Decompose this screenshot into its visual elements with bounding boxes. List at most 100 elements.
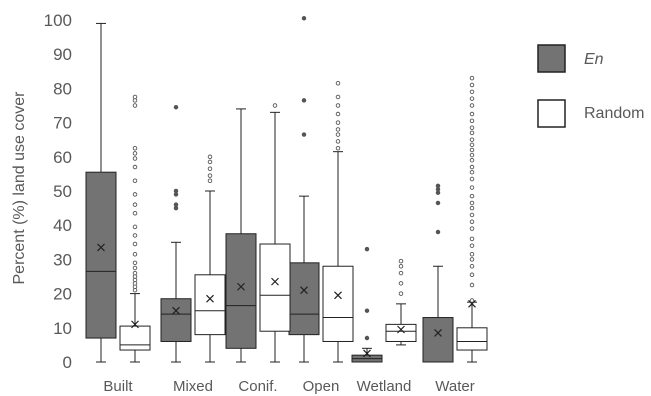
y-tick-label: 10 xyxy=(53,319,72,338)
box-series xyxy=(85,16,488,363)
mean-marker xyxy=(434,329,442,337)
outlier-point xyxy=(335,81,341,86)
outlier-point xyxy=(207,154,213,160)
outlier-point xyxy=(364,246,370,252)
outlier-point xyxy=(469,219,475,225)
outlier-point xyxy=(335,139,341,144)
outlier-point xyxy=(469,226,475,231)
outlier-point xyxy=(364,308,370,313)
mean-marker xyxy=(131,320,139,329)
outlier-point xyxy=(301,16,307,21)
legend-swatch-en xyxy=(537,44,566,73)
box-en-mixed xyxy=(160,104,192,363)
outlier-point xyxy=(469,243,475,248)
outlier-point xyxy=(335,145,341,151)
y-tick-label: 80 xyxy=(53,79,72,98)
x-tick-label: Wetland xyxy=(357,378,412,395)
outlier-point xyxy=(469,147,475,153)
outlier-point xyxy=(398,258,404,264)
box-random-built xyxy=(119,94,151,363)
outlier-point xyxy=(335,111,341,117)
y-tick-label: 40 xyxy=(53,216,72,235)
outlier-point xyxy=(335,127,341,132)
outlier-point xyxy=(132,202,138,207)
outlier-point xyxy=(469,75,475,81)
outlier-point xyxy=(435,229,441,235)
outlier-point xyxy=(469,298,475,303)
mean-marker xyxy=(237,282,245,291)
box-random-mixed xyxy=(194,154,226,363)
outlier-point xyxy=(207,173,213,178)
outlier-point xyxy=(173,188,179,194)
box-random-water xyxy=(456,75,488,363)
y-tick-label: 90 xyxy=(53,45,72,64)
mean-marker xyxy=(363,349,371,358)
outlier-point xyxy=(469,205,475,211)
iqr-box xyxy=(194,274,226,336)
iqr-box xyxy=(259,243,291,332)
outlier-point xyxy=(132,260,138,266)
outlier-point xyxy=(132,241,138,247)
box-en-open xyxy=(288,16,320,363)
iqr-box xyxy=(456,327,488,351)
mean-marker xyxy=(468,299,476,308)
iqr-box xyxy=(288,262,320,336)
outlier-point xyxy=(132,145,138,151)
outlier-point xyxy=(469,193,475,199)
outlier-point xyxy=(207,159,213,165)
outlier-point xyxy=(301,98,307,103)
x-tick-label: Conif. xyxy=(238,378,277,395)
iqr-box xyxy=(119,325,151,351)
outlier-point xyxy=(435,183,441,189)
iqr-box xyxy=(85,171,117,339)
x-tick-label: Mixed xyxy=(173,378,213,395)
legend-label-en: En xyxy=(584,51,604,68)
outlier-point xyxy=(132,270,138,276)
mean-marker xyxy=(397,325,405,334)
outlier-point xyxy=(335,132,341,137)
iqr-box xyxy=(225,233,257,349)
outlier-point xyxy=(132,265,138,271)
outlier-point xyxy=(469,111,475,117)
outlier-point xyxy=(469,125,475,130)
y-tick-label: 50 xyxy=(53,182,72,201)
outlier-point xyxy=(132,151,138,156)
outlier-point xyxy=(272,103,278,108)
outlier-point xyxy=(207,166,213,172)
legend: En Random xyxy=(537,44,644,128)
outlier-point xyxy=(469,89,475,95)
outlier-point xyxy=(469,236,475,242)
outlier-point xyxy=(132,252,138,257)
outlier-point xyxy=(335,94,341,100)
outlier-point xyxy=(469,137,475,142)
mean-marker xyxy=(271,277,279,286)
y-tick-label: 20 xyxy=(53,285,72,304)
outlier-point xyxy=(132,224,138,230)
outlier-point xyxy=(173,104,179,110)
x-tick-label: Built xyxy=(103,378,133,395)
outlier-point xyxy=(335,103,341,108)
iqr-box xyxy=(160,298,192,342)
outlier-point xyxy=(469,169,475,175)
y-axis-label: Percent (%) land use cover xyxy=(11,91,28,285)
outlier-point xyxy=(132,156,138,161)
outlier-point xyxy=(469,96,475,101)
box-random-open xyxy=(322,81,354,363)
outlier-point xyxy=(469,272,475,278)
outlier-point xyxy=(469,176,475,182)
outlier-point xyxy=(364,335,370,341)
outlier-point xyxy=(469,263,475,269)
outlier-point xyxy=(132,94,138,100)
outlier-point xyxy=(335,120,341,125)
outlier-point xyxy=(398,291,404,296)
outlier-point xyxy=(173,202,179,207)
outlier-point xyxy=(132,233,138,238)
mean-marker xyxy=(206,294,214,303)
x-tick-label: Water xyxy=(435,378,474,395)
y-tick-label: 30 xyxy=(53,250,72,269)
outlier-point xyxy=(469,103,475,108)
box-random-wetland xyxy=(385,258,417,346)
outlier-point xyxy=(469,200,475,206)
y-axis-ticks: 0 10 20 30 40 50 60 70 80 90 100 xyxy=(44,11,72,372)
